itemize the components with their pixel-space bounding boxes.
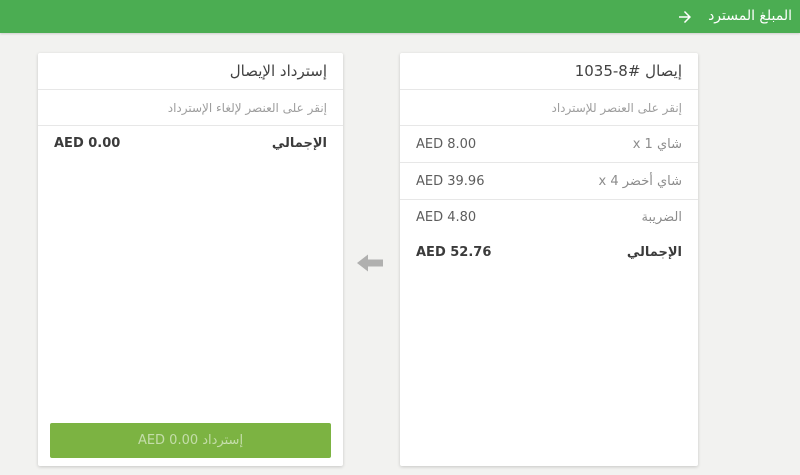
item-name: شاي أخضر x 4 bbox=[598, 173, 683, 189]
item-amount: AED 8.00 bbox=[416, 136, 477, 152]
app-bar: المبلغ المسترد bbox=[0, 0, 800, 33]
total-label: الإجمالي bbox=[626, 245, 682, 260]
transfer-left-arrow-icon bbox=[357, 254, 383, 272]
receipt-item-row[interactable]: شاي أخضر x 4 AED 39.96 bbox=[400, 163, 698, 200]
tax-amount: AED 4.80 bbox=[416, 210, 477, 225]
item-amount: AED 39.96 bbox=[416, 173, 485, 189]
receipt-card-title: إيصال #‏8-‏1035 bbox=[400, 53, 698, 90]
total-amount: AED 52.76 bbox=[416, 245, 492, 260]
back-arrow-icon[interactable] bbox=[676, 8, 694, 26]
receipt-total-row: الإجمالي AED 52.76 bbox=[400, 235, 698, 270]
receipt-item-row[interactable]: شاي x 1 AED 8.00 bbox=[400, 126, 698, 163]
item-name: شاي x 1 bbox=[632, 136, 682, 152]
refund-total-amount: AED 0.00 bbox=[54, 136, 121, 151]
page-title: المبلغ المسترد bbox=[708, 8, 792, 24]
receipt-hint: إنقر على العنصر للإسترداد bbox=[400, 90, 698, 126]
tax-label: الضريبة bbox=[641, 210, 682, 225]
refund-button[interactable]: إسترداد AED 0.00 bbox=[50, 423, 331, 458]
refund-hint: إنقر على العنصر لإلغاء الإسترداد bbox=[38, 90, 343, 126]
receipt-card: إيصال #‏8-‏1035 إنقر على العنصر للإستردا… bbox=[400, 53, 698, 466]
refund-card-title: إسترداد الإيصال bbox=[38, 53, 343, 90]
refund-total-row: الإجمالي AED 0.00 bbox=[38, 126, 343, 161]
refund-total-label: الإجمالي bbox=[271, 136, 327, 151]
refund-card: إسترداد الإيصال إنقر على العنصر لإلغاء ا… bbox=[38, 53, 343, 466]
tax-row: الضريبة AED 4.80 bbox=[400, 200, 698, 235]
